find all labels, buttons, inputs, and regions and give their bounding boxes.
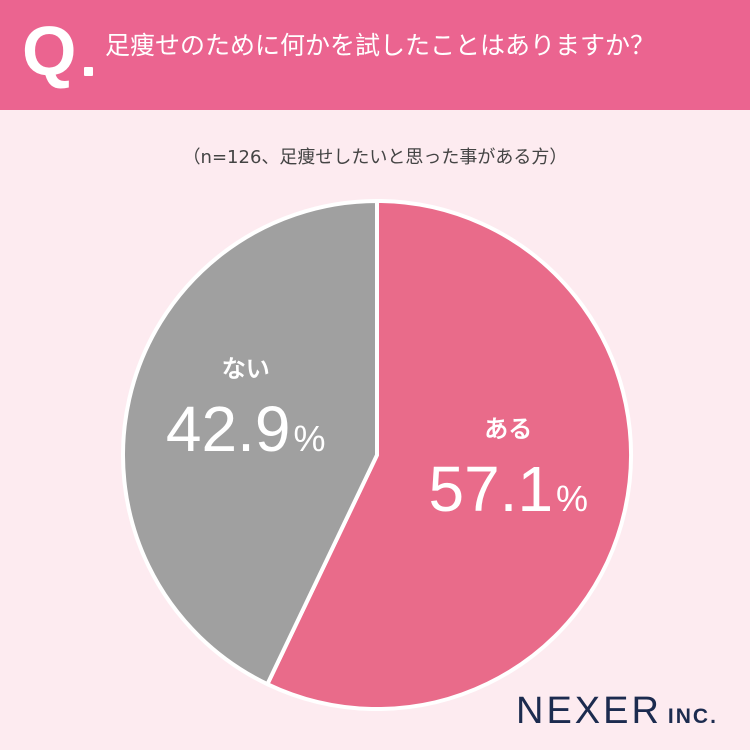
slice-label-nai: ない — [222, 355, 270, 383]
slice-value-aru: 57.1% — [428, 453, 588, 525]
q-mark: Q — [22, 12, 77, 90]
brand-name: NEXER — [516, 690, 662, 732]
slice-label-aru: ある — [484, 415, 532, 443]
brand-suffix: INC. — [667, 705, 718, 728]
question-text: 足痩せのために何かを試したことはありますか？ — [105, 31, 656, 60]
pie-slice-nai — [121, 199, 379, 687]
question-banner: Q 足痩せのために何かを試したことはありますか？ — [0, 0, 750, 110]
pie-slice-aru — [265, 199, 633, 711]
q-dot — [84, 67, 93, 76]
slice-value-nai: 42.9% — [166, 393, 326, 465]
brand-logo: NEXER INC. — [516, 690, 718, 733]
sample-note: （n=126、足痩せしたいと思った事がある方） — [182, 147, 568, 168]
